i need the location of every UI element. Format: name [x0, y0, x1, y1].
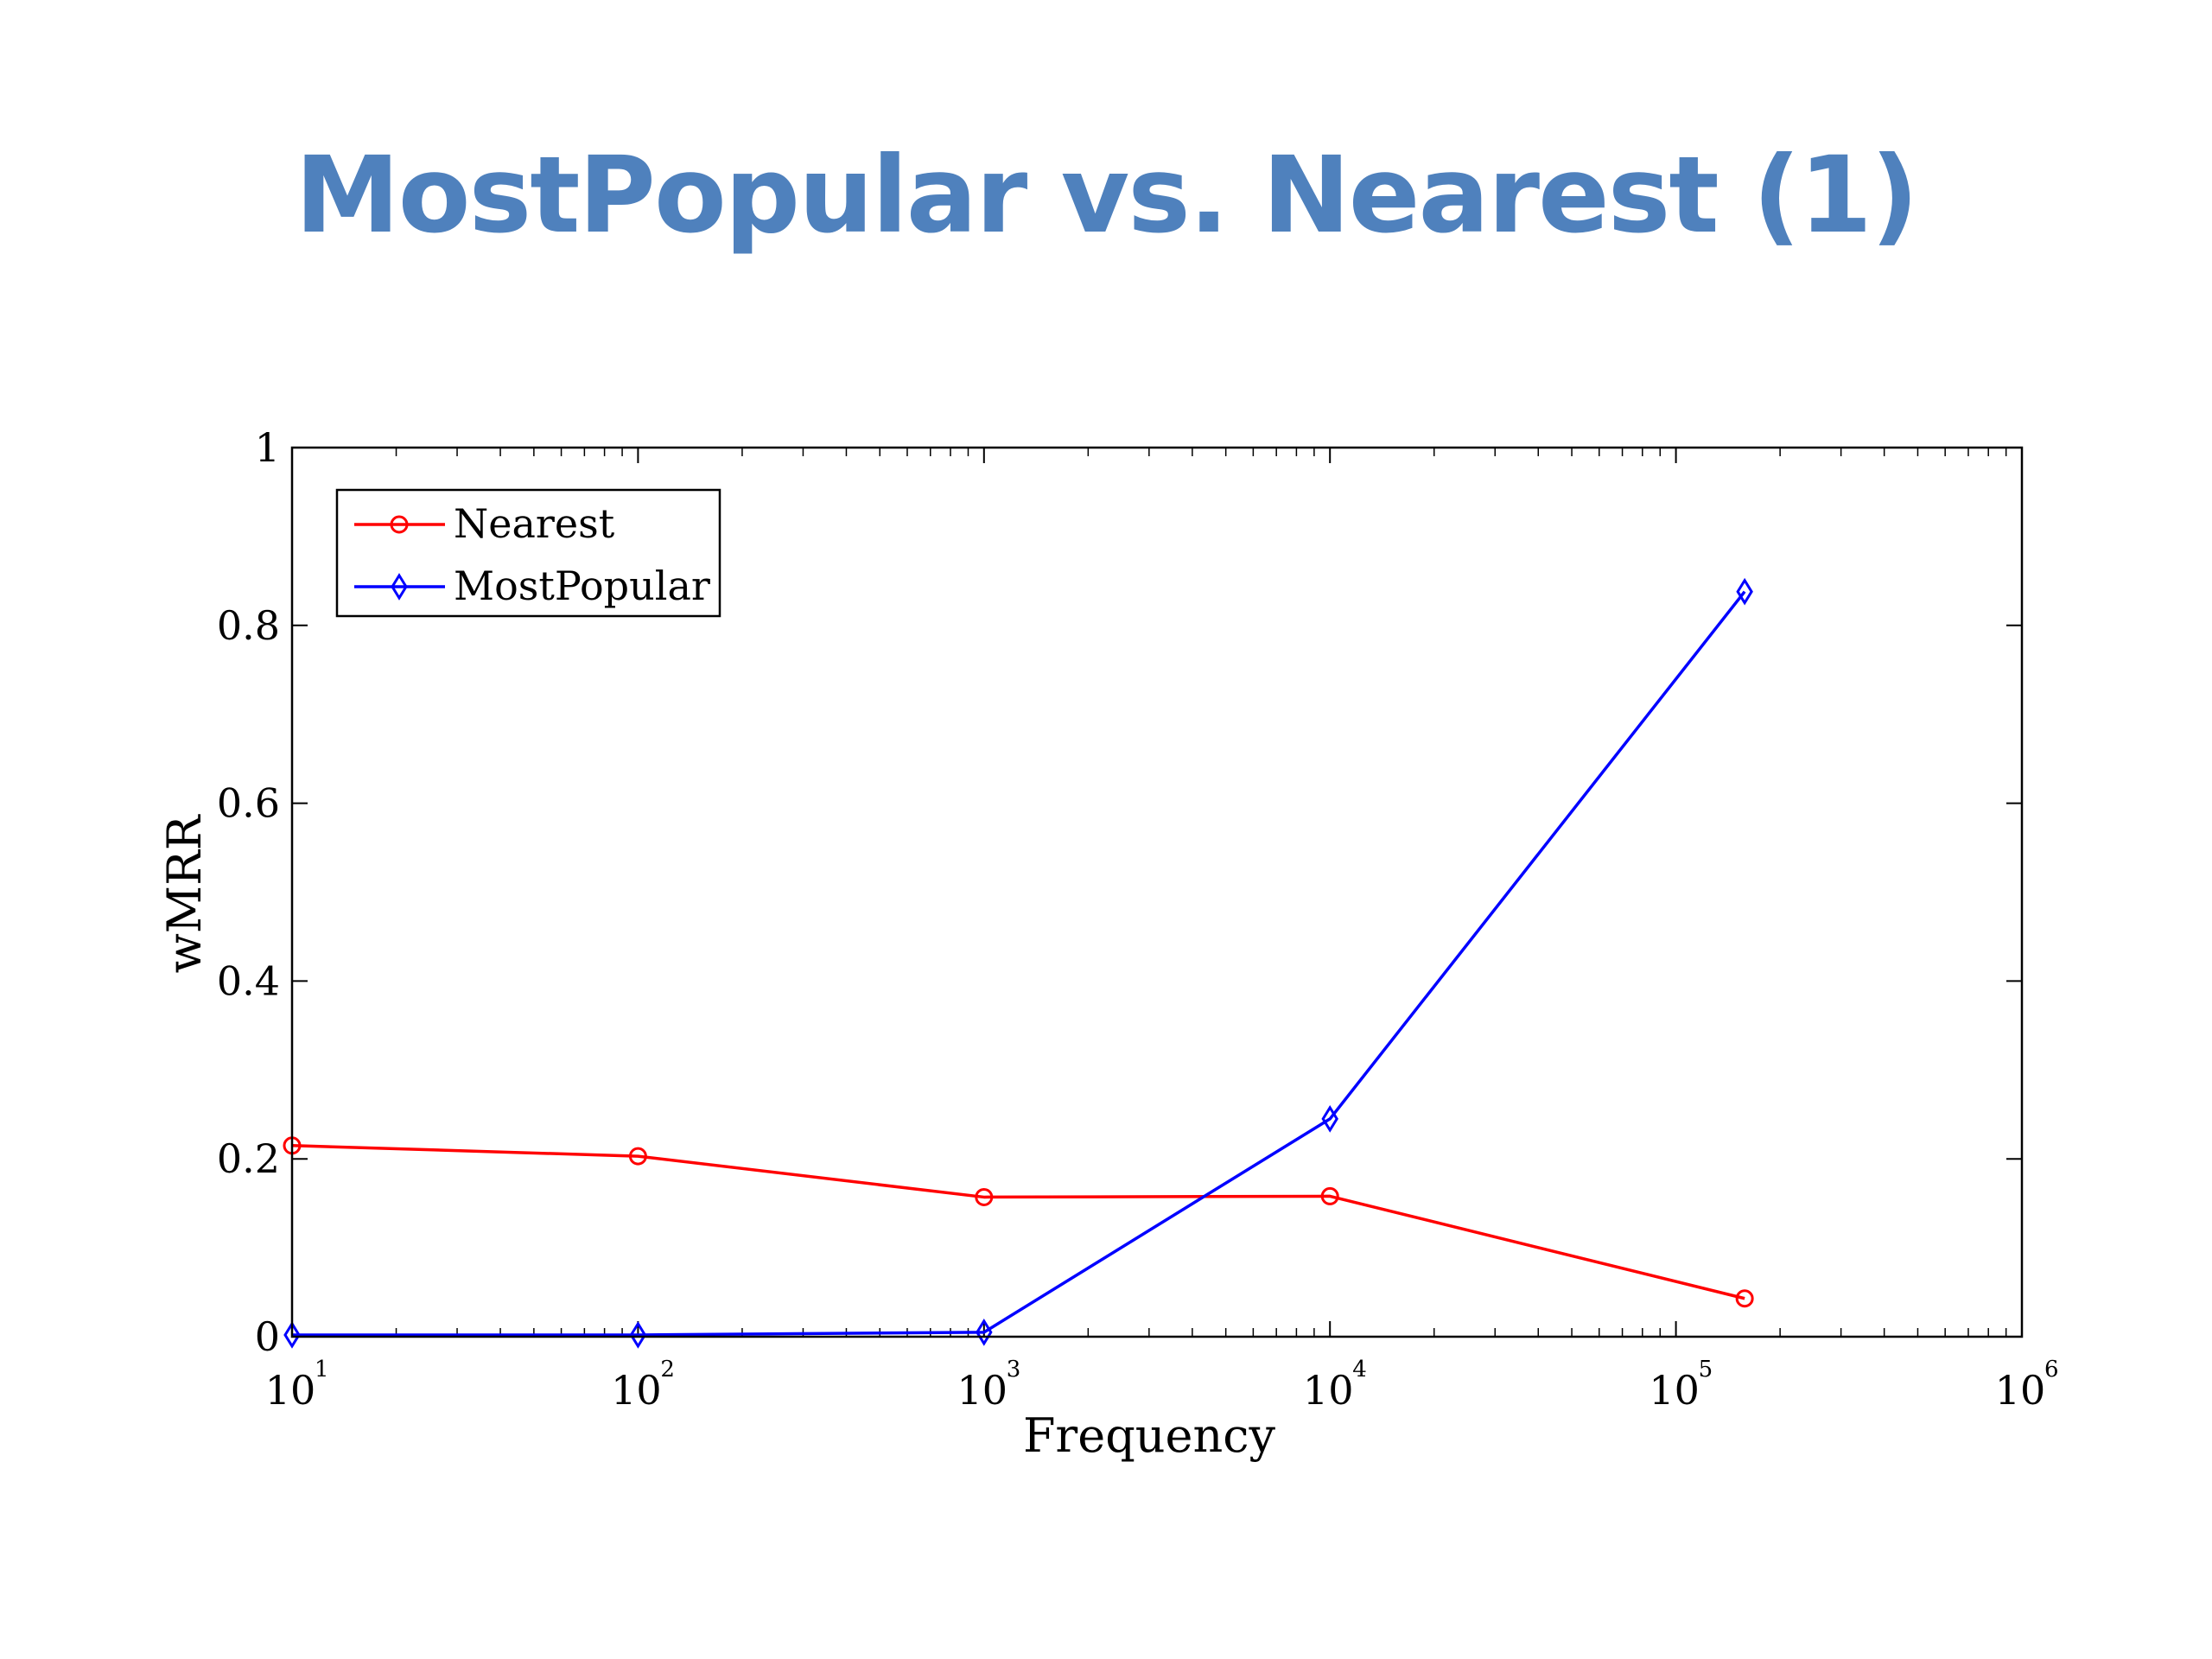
- x-tick-base: 10: [1303, 1367, 1354, 1414]
- data-point: [628, 1147, 647, 1166]
- x-tick-labels: 101 102 103 104 105 106: [265, 1357, 2059, 1414]
- legend-box: [335, 488, 721, 618]
- data-point: [1320, 1186, 1339, 1205]
- y-axis-label: wMRR: [157, 814, 212, 973]
- x-tick-label: 102: [611, 1357, 675, 1414]
- x-tick-label: 105: [1649, 1357, 1713, 1414]
- legend-label: MostPopular: [454, 563, 710, 609]
- x-tick-label: 103: [957, 1357, 1021, 1414]
- x-tick-base: 10: [1649, 1367, 1700, 1414]
- legend-item: MostPopular: [354, 563, 710, 609]
- data-point: [629, 1321, 647, 1349]
- slide-title: MostPopular vs. Nearest (1): [295, 134, 1918, 257]
- y-tick-label: 0.2: [217, 1135, 280, 1182]
- x-tick-exponent: 1: [315, 1357, 329, 1382]
- data-point: [1736, 577, 1753, 606]
- series-layer: [283, 577, 1754, 1349]
- legend-marker: [390, 515, 409, 534]
- x-tick-label: 106: [1995, 1357, 2059, 1414]
- data-point: [976, 1318, 993, 1346]
- x-tick-base: 10: [265, 1367, 316, 1414]
- series-mostpopular: [283, 577, 1753, 1349]
- x-tick-exponent: 5: [1699, 1357, 1713, 1382]
- x-tick-exponent: 6: [2044, 1357, 2059, 1382]
- y-tick-label: 0.8: [217, 602, 280, 649]
- legend-item: Nearest: [354, 500, 615, 547]
- y-tick-label: 0: [255, 1313, 280, 1360]
- data-point: [1321, 1105, 1338, 1133]
- x-tick-base: 10: [957, 1367, 1008, 1414]
- series-nearest: [283, 1136, 1754, 1308]
- x-tick-exponent: 2: [660, 1357, 675, 1382]
- x-axis-label: Frequency: [1023, 1408, 1276, 1463]
- x-tick-exponent: 3: [1007, 1357, 1021, 1382]
- x-tick-exponent: 4: [1352, 1357, 1367, 1382]
- x-tick-base: 10: [1995, 1367, 2046, 1414]
- data-point: [975, 1187, 994, 1206]
- plot-frame: [290, 446, 2024, 1338]
- legend-marker: [391, 573, 408, 601]
- data-point: [283, 1321, 301, 1349]
- x-tick-label: 104: [1303, 1357, 1367, 1414]
- y-tick-label: 0.4: [217, 957, 280, 1004]
- y-tick-labels: 0 0.2 0.4 0.6 0.8 1: [217, 424, 280, 1360]
- x-tick-base: 10: [611, 1367, 662, 1414]
- series-line: [291, 1144, 1745, 1300]
- x-tick-label: 101: [265, 1357, 329, 1414]
- data-point: [1735, 1289, 1754, 1308]
- y-tick-label: 1: [255, 424, 280, 471]
- legend: Nearest MostPopular: [335, 488, 721, 618]
- series-line: [292, 590, 1746, 1337]
- legend-label: Nearest: [454, 500, 615, 547]
- y-tick-label: 0.6: [217, 780, 280, 827]
